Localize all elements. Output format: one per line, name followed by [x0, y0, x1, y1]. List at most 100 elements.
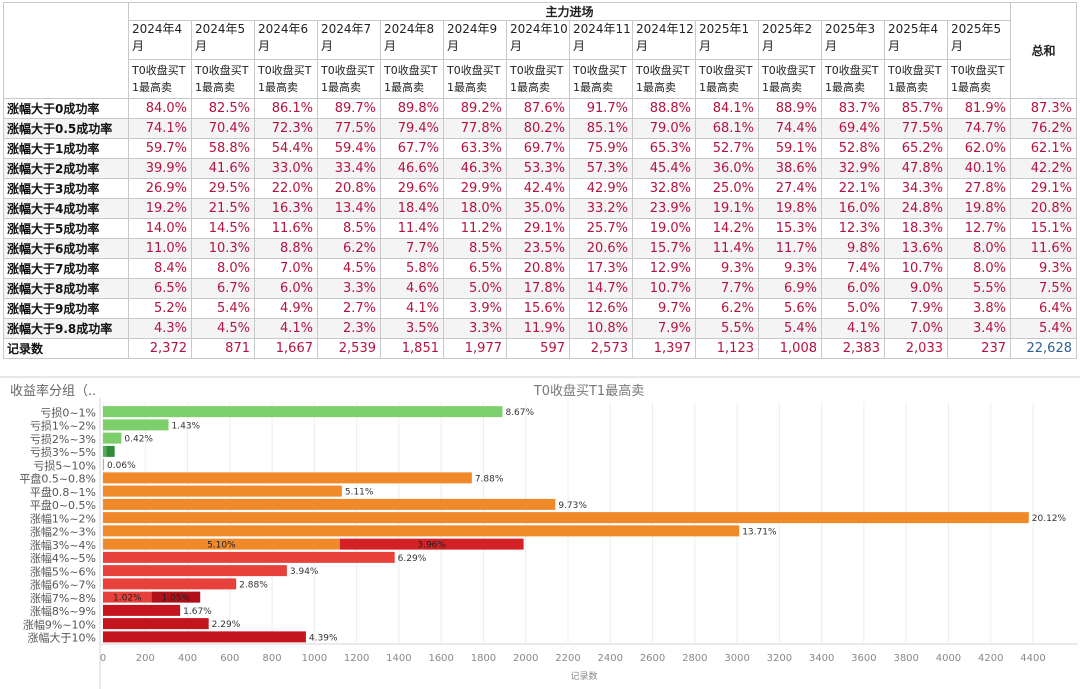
rate-cell: 41.6% [191, 158, 255, 179]
rate-cell: 19.8% [947, 198, 1011, 219]
row-label: 涨幅大于3成功率 [3, 178, 129, 199]
rate-cell: 7.0% [884, 318, 948, 339]
rate-cell: 4.5% [317, 258, 381, 279]
rate-cell: 54.4% [254, 138, 318, 159]
rate-cell: 3.4% [947, 318, 1011, 339]
rate-cell: 3.3% [443, 318, 507, 339]
x-tick-label: 400 [178, 653, 197, 664]
rate-cell: 9.7% [632, 298, 696, 319]
rate-cell: 5.4% [191, 298, 255, 319]
table-row: 涨幅大于3成功率 26.9% 29.5% 22.0% 20.8% 29.6% 29.9% 42… [3, 178, 1077, 199]
rate-cell: 19.2% [128, 198, 192, 219]
row-total-cell: 15.1% [1010, 218, 1077, 239]
x-tick-label: 2200 [555, 653, 580, 664]
rate-cell: 36.0% [695, 158, 759, 179]
rate-cell: 12.6% [569, 298, 633, 319]
rate-cell: 16.0% [821, 198, 885, 219]
month-header: 2024年4月 [128, 20, 192, 60]
bar-value-label: 5.11% [345, 488, 374, 498]
rate-cell: 21.5% [191, 198, 255, 219]
row-total-cell: 62.1% [1010, 138, 1077, 159]
rate-cell: 5.5% [695, 318, 759, 339]
rate-cell: 69.4% [821, 118, 885, 139]
x-tick-label: 1000 [302, 653, 327, 664]
rate-cell: 74.1% [128, 118, 192, 139]
month-header: 2024年9月 [443, 20, 507, 60]
rate-cell: 12.3% [821, 218, 885, 239]
x-tick-label: 3600 [851, 653, 876, 664]
rate-cell: 77.8% [443, 118, 507, 139]
rate-cell: 40.1% [947, 158, 1011, 179]
rate-cell: 89.7% [317, 98, 381, 119]
rate-cell: 23.9% [632, 198, 696, 219]
rate-cell: 17.8% [506, 278, 570, 299]
rate-cell: 25.0% [695, 178, 759, 199]
table-row: 涨幅大于0成功率 84.0% 82.5% 86.1% 89.7% 89.8% 89.2% 87… [3, 98, 1077, 119]
count-cell: 1,667 [254, 338, 318, 359]
bar-value-label: 2.29% [212, 620, 241, 630]
rate-cell: 88.8% [632, 98, 696, 119]
rate-cell: 4.3% [128, 318, 192, 339]
rate-cell: 29.6% [380, 178, 444, 199]
rate-cell: 89.8% [380, 98, 444, 119]
bar [103, 419, 169, 431]
rate-cell: 59.1% [758, 138, 822, 159]
x-tick-label: 2400 [598, 653, 623, 664]
bar [103, 525, 740, 537]
rate-cell: 4.1% [821, 318, 885, 339]
rate-cell: 77.5% [884, 118, 948, 139]
rate-cell: 79.4% [380, 118, 444, 139]
rate-cell: 52.7% [695, 138, 759, 159]
category-label: 亏损5~10% [33, 458, 96, 472]
rate-cell: 7.4% [821, 258, 885, 279]
rate-cell: 19.1% [695, 198, 759, 219]
rate-cell: 19.0% [632, 218, 696, 239]
x-tick-label: 0 [100, 653, 106, 664]
metric-header: T0收盘买T1最高卖 [821, 59, 885, 99]
category-label: 亏损1%~2% [30, 419, 96, 433]
rate-cell: 32.8% [632, 178, 696, 199]
table-row: 涨幅大于0.5成功率 74.1% 70.4% 72.3% 77.5% 79.4% 77.8%… [3, 118, 1077, 139]
count-cell: 237 [947, 338, 1011, 359]
rate-cell: 52.8% [821, 138, 885, 159]
row-total-cell: 42.2% [1010, 158, 1077, 179]
rate-cell: 11.7% [758, 238, 822, 259]
row-total-cell: 29.1% [1010, 178, 1077, 199]
rate-cell: 4.1% [254, 318, 318, 339]
category-label: 涨幅3%~4% [30, 539, 96, 552]
chart-title: T0收盘买T1最高卖 [533, 383, 644, 399]
bar [103, 485, 342, 497]
total-column-header: 总和 [1010, 2, 1077, 99]
rate-cell: 6.2% [317, 238, 381, 259]
rate-cell: 59.7% [128, 138, 192, 159]
month-header: 2024年10月 [506, 20, 570, 60]
table-row: 涨幅大于6成功率 11.0% 10.3% 8.8% 6.2% 7.7% 8.5% 23.5% 2… [3, 238, 1077, 259]
rate-cell: 83.7% [821, 98, 885, 119]
table-header-title: 主力进场 [128, 2, 1011, 21]
bar [103, 406, 503, 418]
bar-value-label: 7.88% [475, 474, 504, 484]
rate-cell: 22.1% [821, 178, 885, 199]
rate-cell: 6.9% [758, 278, 822, 299]
bar-chart-svg: 收益率分组（.. T0收盘买T1最高卖 0 200 400 600 800 1000 1200 1… [0, 376, 1080, 689]
rate-cell: 7.9% [884, 298, 948, 319]
rate-cell: 17.3% [569, 258, 633, 279]
bar [103, 631, 306, 643]
count-cell: 2,372 [128, 338, 192, 359]
metric-header: T0收盘买T1最高卖 [254, 59, 318, 99]
bar [103, 538, 340, 550]
metric-header: T0收盘买T1最高卖 [380, 59, 444, 99]
x-axis-label: 记录数 [570, 670, 597, 682]
rate-cell: 62.0% [947, 138, 1011, 159]
rate-cell: 3.5% [380, 318, 444, 339]
rate-cell: 27.8% [947, 178, 1011, 199]
rate-cell: 5.5% [947, 278, 1011, 299]
rate-cell: 4.1% [380, 298, 444, 319]
bar [103, 565, 287, 577]
table-row: 涨幅大于4成功率 19.2% 21.5% 16.3% 13.4% 18.4% 18.0% 35… [3, 198, 1077, 219]
x-tick-label: 1400 [386, 653, 411, 664]
bar-value-label: 1.02% [113, 594, 142, 604]
month-header: 2024年6月 [254, 20, 318, 60]
rate-cell: 5.0% [443, 278, 507, 299]
rate-cell: 23.5% [506, 238, 570, 259]
